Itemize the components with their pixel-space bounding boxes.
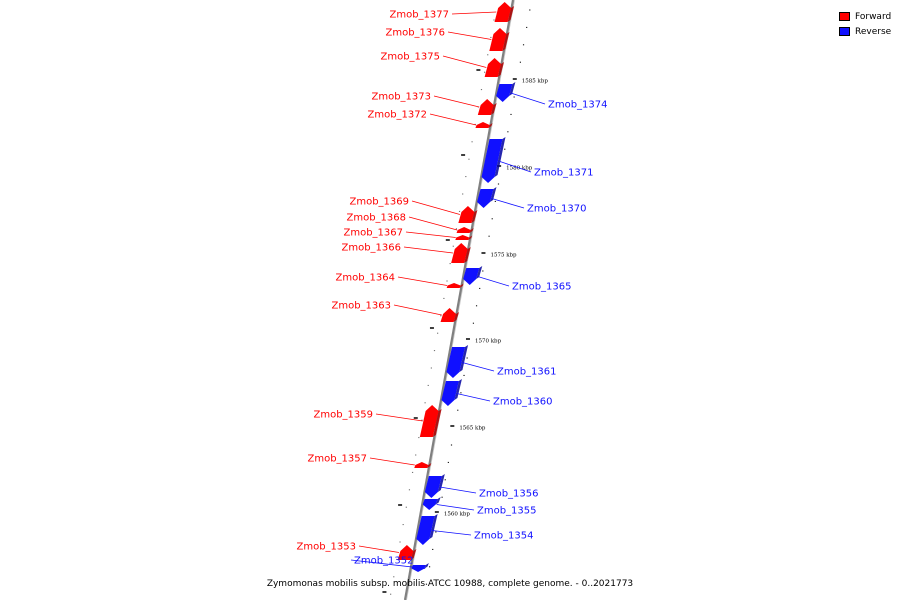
gene-features <box>397 2 516 572</box>
leader-line <box>429 113 477 126</box>
kbp-tick-label: 1565 kbp <box>459 426 486 432</box>
gene-label[interactable]: Zmob_1353 <box>296 542 356 553</box>
gene-zmob-1376[interactable] <box>489 28 510 51</box>
genome-caption: Zymomonas mobilis subsp. mobilis ATCC 10… <box>266 579 634 589</box>
gene-zmob-1371[interactable] <box>481 137 506 183</box>
gene-zmob-1361[interactable] <box>446 345 469 378</box>
genome-backbone <box>403 0 515 600</box>
leader-line <box>442 55 487 68</box>
kbp-tick-label: 1585 kbp <box>522 79 549 85</box>
legend-forward-label: Forward <box>855 11 892 22</box>
gene-labels: Zmob_1377 Zmob_1376 Zmob_1375 Zmob_1374 Zmob… <box>296 10 608 569</box>
leader-line <box>510 92 546 105</box>
leader-line <box>439 486 477 494</box>
gene-label[interactable]: Zmob_1367 <box>343 228 403 239</box>
leader-line <box>451 11 497 15</box>
kbp-tick-label: 1560 kbp <box>444 512 471 518</box>
gene-zmob-1354[interactable] <box>416 514 438 545</box>
gene-label[interactable]: Zmob_1360 <box>493 397 553 408</box>
gene-label[interactable]: Zmob_1377 <box>389 10 449 21</box>
gene-zmob-1359[interactable] <box>419 405 442 437</box>
gene-label[interactable]: Zmob_1370 <box>527 204 587 215</box>
gene-label[interactable]: Zmob_1368 <box>346 213 406 224</box>
gene-zmob-1377[interactable] <box>494 2 515 22</box>
leader-line <box>433 95 480 108</box>
leader-line <box>408 216 458 231</box>
leader-line <box>477 276 510 287</box>
leader-line <box>369 457 415 466</box>
gene-zmob-1370[interactable] <box>477 187 497 208</box>
backbone-line <box>403 0 515 600</box>
gene-zmob-1352[interactable] <box>411 563 429 572</box>
gene-zmob-1366[interactable] <box>451 243 471 263</box>
gene-label[interactable]: Zmob_1355 <box>477 506 537 517</box>
gene-zmob-1357[interactable] <box>414 462 432 468</box>
gene-zmob-1355[interactable] <box>422 497 441 510</box>
leader-line <box>375 413 423 422</box>
gene-label[interactable]: Zmob_1361 <box>497 367 557 378</box>
gene-label[interactable]: Zmob_1352 <box>354 556 414 567</box>
reverse-swatch <box>839 27 850 36</box>
gene-label[interactable]: Zmob_1354 <box>474 531 534 542</box>
leader-line <box>405 231 456 238</box>
leader-line <box>447 31 492 40</box>
gene-zmob-1360[interactable] <box>441 379 462 406</box>
gene-zmob-1353[interactable] <box>397 545 417 560</box>
gene-label[interactable]: Zmob_1373 <box>371 92 431 103</box>
leader-line <box>431 530 472 536</box>
gene-zmob-1363[interactable] <box>440 308 460 322</box>
gene-zmob-1373[interactable] <box>477 99 497 115</box>
leader-line <box>491 198 525 209</box>
kbp-tick-label: 1570 kbp <box>475 339 502 345</box>
gene-label[interactable]: Zmob_1369 <box>349 197 409 208</box>
gene-zmob-1365[interactable] <box>463 266 483 285</box>
leader-line <box>393 304 442 316</box>
gene-zmob-1367[interactable] <box>455 235 473 240</box>
gene-label[interactable]: Zmob_1372 <box>367 110 427 121</box>
gene-label[interactable]: Zmob_1364 <box>335 273 395 284</box>
leader-line <box>350 559 426 569</box>
leader-line <box>498 160 532 173</box>
gene-label[interactable]: Zmob_1365 <box>512 282 572 293</box>
gene-zmob-1375[interactable] <box>484 58 505 77</box>
leader-line <box>358 545 400 553</box>
leader-line <box>403 246 454 254</box>
gene-label[interactable]: Zmob_1356 <box>479 489 539 500</box>
gene-label[interactable]: Zmob_1366 <box>341 243 401 254</box>
gene-label[interactable]: Zmob_1374 <box>548 100 608 111</box>
forward-swatch <box>839 12 850 21</box>
gene-zmob-1368[interactable] <box>456 227 474 233</box>
gene-label[interactable]: Zmob_1376 <box>385 28 445 39</box>
gene-zmob-1372[interactable] <box>475 122 493 128</box>
gene-label[interactable]: Zmob_1363 <box>331 301 391 312</box>
leader-line <box>456 393 491 402</box>
gene-label[interactable]: Zmob_1357 <box>307 454 367 465</box>
gene-label[interactable]: Zmob_1371 <box>534 168 594 179</box>
gene-label[interactable]: Zmob_1359 <box>313 410 373 421</box>
gene-zmob-1356[interactable] <box>424 474 445 498</box>
legend-forward: Forward <box>839 9 891 24</box>
gene-zmob-1369[interactable] <box>458 206 478 223</box>
gene-zmob-1374[interactable] <box>496 82 516 102</box>
leader-line <box>411 200 460 215</box>
legend-reverse: Reverse <box>839 24 891 39</box>
leader-line <box>397 276 448 286</box>
strand-legend: Forward Reverse <box>839 9 891 39</box>
leader-line <box>436 504 475 511</box>
legend-reverse-label: Reverse <box>855 26 892 37</box>
leader-line <box>462 362 495 372</box>
gene-zmob-1364[interactable] <box>446 283 464 288</box>
kbp-tick-label: 1575 kbp <box>490 253 517 259</box>
gene-label[interactable]: Zmob_1375 <box>380 52 440 63</box>
